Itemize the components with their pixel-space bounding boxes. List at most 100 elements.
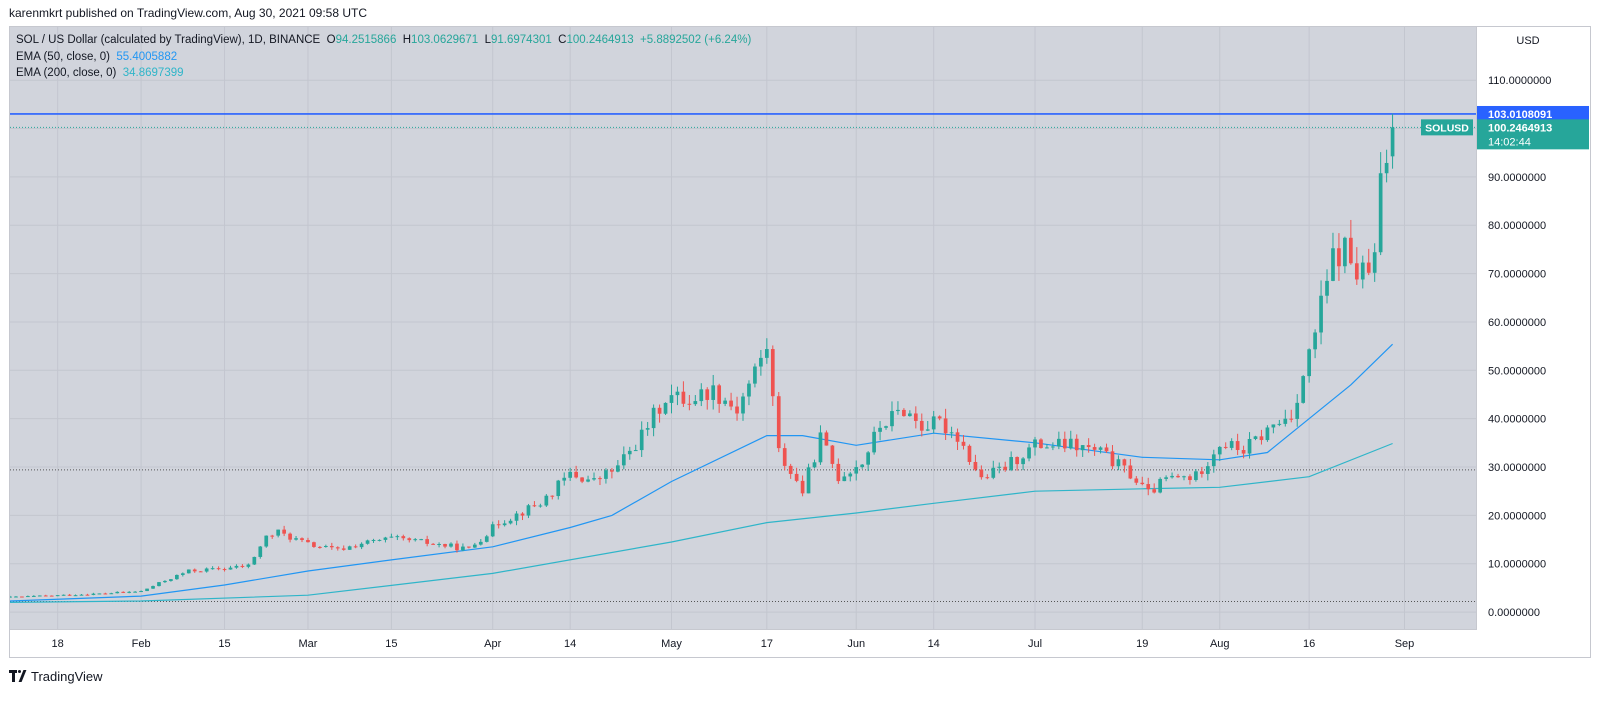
candle-body-47 (288, 533, 292, 540)
candle-body-137 (824, 432, 829, 446)
candle-body-14 (91, 593, 96, 595)
candle-body-220 (1319, 295, 1323, 333)
candle-body-42 (258, 546, 263, 557)
candle-body-158 (949, 432, 954, 434)
candle-body-44 (270, 535, 275, 537)
candle-body-72 (437, 543, 441, 545)
grid-layer (10, 27, 1476, 629)
xtick-label-9: Jun (847, 638, 865, 650)
candle-body-20 (127, 591, 132, 593)
ytick-label-7: 70.0000000 (1488, 269, 1546, 281)
legend-ema200-row[interactable]: EMA (200, close, 0) 34.8697399 (16, 65, 751, 82)
candle-body-232 (1390, 127, 1395, 157)
legend-open-value: 94.2515866 (335, 34, 397, 46)
legend-ema50-row[interactable]: EMA (50, close, 0) 55.4005882 (16, 49, 751, 66)
candle-body-49 (300, 538, 304, 541)
xtick-label-8: 17 (761, 638, 773, 650)
candle-body-113 (681, 391, 686, 404)
candle-body-111 (669, 395, 674, 403)
ema50-line (10, 343, 1394, 602)
candle-body-218 (1307, 349, 1311, 377)
legend-ema200-label: EMA (200, close, 0) (16, 67, 117, 79)
candle-body-125 (753, 366, 757, 384)
candle-body-99 (598, 478, 602, 480)
price-chart[interactable]: USD 0.0000000 10.0000000 20.0000000 30.00000… (10, 27, 1590, 657)
candle-body-88 (532, 505, 537, 507)
candle-body-109 (657, 407, 662, 414)
candle-body-0 (10, 596, 12, 598)
legend-open-label: O (326, 34, 336, 46)
published-header: karenmkrt published on TradingView.com, … (9, 6, 367, 20)
xtick-label-14: 16 (1303, 638, 1315, 650)
candle-body-77 (467, 546, 471, 548)
candle-body-154 (925, 429, 930, 431)
ema50-polyline (10, 343, 1394, 602)
xtick-label-1: Feb (132, 638, 151, 650)
candle-body-224 (1343, 237, 1347, 267)
candle-body-48 (294, 538, 298, 540)
candle-body-119 (717, 385, 722, 404)
hline-value-tag (1477, 105, 1589, 122)
candle-body-3 (26, 596, 30, 598)
candle-body-4 (31, 595, 36, 597)
ytick-label-6: 60.0000000 (1488, 317, 1546, 329)
candle-body-35 (216, 568, 221, 570)
candle-body-63 (383, 537, 388, 540)
candle-body-122 (735, 406, 739, 414)
chart-frame[interactable]: USD 0.0000000 10.0000000 20.0000000 30.00000… (9, 26, 1591, 658)
candle-body-144 (866, 452, 870, 465)
candle-body-73 (443, 543, 447, 547)
candle-body-202 (1211, 454, 1216, 467)
candle-body-39 (240, 565, 245, 567)
candle-body-18 (115, 591, 120, 594)
candle-body-178 (1068, 438, 1073, 449)
candle-body-227 (1360, 262, 1365, 280)
tradingview-logo-icon (9, 670, 33, 682)
candle-body-80 (484, 536, 489, 542)
candle-body-9 (61, 594, 66, 596)
footer-brand[interactable]: TradingView (9, 666, 103, 686)
xtick-label-10: 14 (928, 638, 940, 650)
symbol-tag-label: SOLUSD (1425, 122, 1469, 134)
candle-body-139 (836, 463, 841, 482)
candle-body-133 (800, 480, 805, 494)
candle-body-67 (407, 538, 412, 541)
xtick-label-0: 18 (52, 638, 64, 650)
xtick-label-7: May (661, 638, 682, 650)
candle-body-230 (1378, 173, 1383, 253)
candle-body-204 (1223, 446, 1228, 448)
candle-body-51 (312, 542, 316, 547)
candle-body-127 (764, 349, 769, 358)
candle-body-184 (1104, 447, 1109, 452)
ema200-polyline (10, 442, 1393, 603)
price-tag-countdown: 14:02:44 (1488, 136, 1531, 148)
candle-body-24 (151, 586, 155, 589)
candle-body-17 (109, 593, 114, 595)
horizontal-lines (10, 113, 1476, 602)
candle-body-191 (1146, 484, 1151, 490)
candle-body-1 (14, 596, 18, 598)
candle-body-153 (919, 420, 924, 431)
candle-body-192 (1152, 489, 1157, 493)
candle-body-161 (967, 445, 972, 462)
candle-body-25 (157, 582, 161, 587)
candle-body-201 (1205, 466, 1210, 474)
candle-body-87 (526, 505, 531, 516)
legend-high-label: H (402, 34, 412, 46)
candle-body-108 (651, 407, 656, 429)
ema200-line (10, 442, 1393, 603)
candle-body-213 (1277, 423, 1282, 425)
candle-body-179 (1074, 438, 1079, 451)
candle-body-53 (323, 545, 328, 548)
candle-body-7 (49, 595, 54, 597)
candle-body-16 (103, 593, 108, 595)
candle-body-43 (264, 535, 269, 547)
candle-body-45 (276, 529, 281, 536)
candle-body-222 (1331, 248, 1335, 281)
candle-body-118 (711, 385, 716, 400)
candle-body-166 (997, 466, 1002, 468)
candle-body-171 (1027, 447, 1031, 459)
price-tag-value: 100.2464913 (1488, 122, 1552, 134)
candle-body-174 (1045, 447, 1049, 449)
candles (10, 113, 1395, 598)
